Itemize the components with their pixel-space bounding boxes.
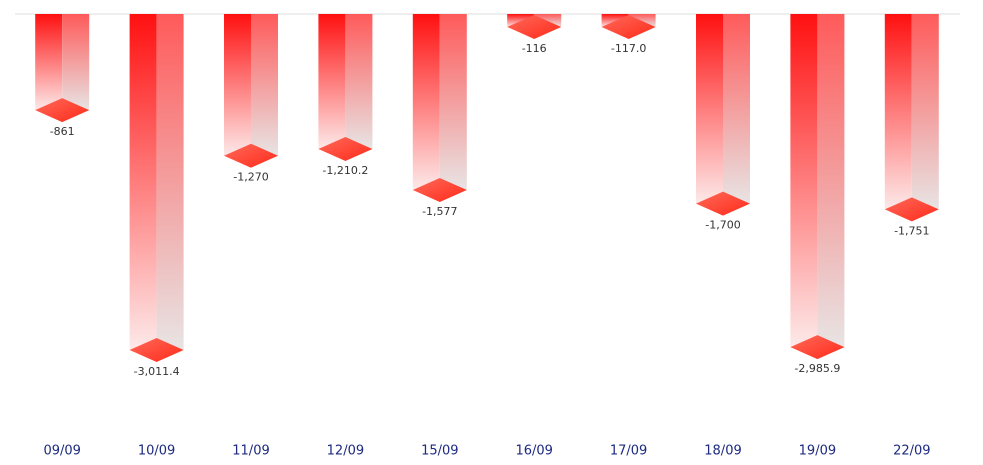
x-tick-label: 11/09 [232,444,269,459]
x-tick-label: 22/09 [893,444,930,459]
bar [224,14,251,156]
value-label: -1,577 [422,205,457,218]
bar-cap [224,143,278,168]
bar [129,14,157,350]
bar-cap [507,14,562,39]
bar-side [345,14,373,150]
value-label: -117.0 [611,42,646,55]
value-label: -3,011.4 [134,365,180,378]
x-tick-label: 15/09 [421,444,458,459]
bar-cap [601,15,656,40]
bar [318,14,346,150]
bar-cap [696,191,750,216]
x-tick-label: 09/09 [43,444,80,459]
x-tick-label: 16/09 [515,444,552,459]
bar-side [723,14,750,204]
value-label: -1,270 [233,171,268,184]
bar-cap [412,177,467,202]
bar [696,14,723,204]
value-label: -1,210.2 [322,164,368,177]
bar-side [911,14,939,210]
value-label: -116 [522,42,547,55]
x-tick-label: 12/09 [327,444,364,459]
bar-side [156,14,184,350]
bar-side [251,14,278,156]
value-label: -1,751 [894,224,929,237]
x-tick-label: 17/09 [610,444,647,459]
bar [790,14,818,348]
x-tick-label: 10/09 [138,444,175,459]
bar-cap [790,335,845,360]
bar-cap [129,337,184,362]
bar-cap [35,98,90,123]
bar-cap [884,197,939,222]
bar-side [62,14,90,111]
x-tick-label: 18/09 [704,444,741,459]
bar [884,14,912,210]
value-label: -1,700 [705,219,740,232]
value-label: -2,985.9 [794,362,840,375]
bar [35,14,63,111]
bar [412,14,440,190]
x-tick-label: 19/09 [799,444,836,459]
value-label: -861 [50,125,75,138]
bar-side [439,14,467,190]
bar-side [817,14,845,348]
bar-cap [318,137,373,162]
